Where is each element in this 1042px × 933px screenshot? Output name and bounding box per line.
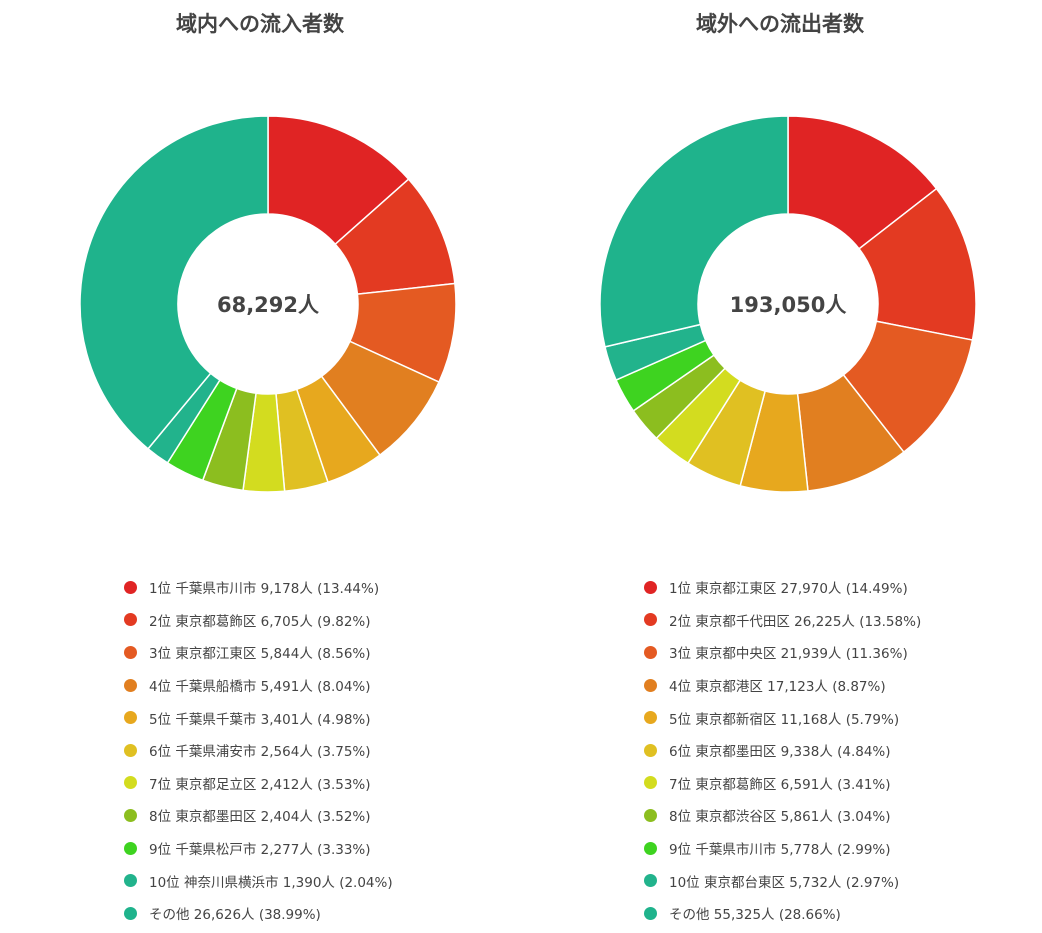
legend-label: 2位 東京都千代田区 26,225人 (13.58%) bbox=[669, 613, 922, 630]
legend-item-4[interactable]: 4位 東京都港区 17,123人 (8.87%) bbox=[644, 669, 921, 702]
legend-item-7[interactable]: 7位 東京都葛飾区 6,591人 (3.41%) bbox=[644, 767, 921, 800]
outflow-chart-title: 域外への流出者数 bbox=[696, 12, 864, 36]
legend-dot-icon bbox=[124, 743, 137, 757]
legend-item-10[interactable]: 10位 東京都台東区 5,732人 (2.97%) bbox=[644, 864, 921, 897]
legend-dot-icon bbox=[644, 808, 657, 822]
legend-dot-icon bbox=[124, 874, 137, 888]
legend-item-11[interactable]: その他 26,626人 (38.99%) bbox=[124, 897, 393, 930]
legend-dot-icon bbox=[644, 580, 657, 594]
legend-dot-icon bbox=[644, 776, 657, 790]
legend-item-6[interactable]: 6位 東京都墨田区 9,338人 (4.84%) bbox=[644, 734, 921, 767]
outflow-chart-panel: 域外への流出者数 193,050人 1位 東京都江東区 27,970人 (14.… bbox=[520, 0, 1040, 933]
legend-dot-icon bbox=[644, 874, 657, 888]
legend-label: 5位 東京都新宿区 11,168人 (5.79%) bbox=[669, 711, 900, 728]
legend-item-4[interactable]: 4位 千葉県船橋市 5,491人 (8.04%) bbox=[124, 669, 393, 702]
legend-label: 4位 千葉県船橋市 5,491人 (8.04%) bbox=[149, 679, 371, 696]
legend-item-7[interactable]: 7位 東京都足立区 2,412人 (3.53%) bbox=[124, 767, 393, 800]
legend-dot-icon bbox=[644, 711, 657, 725]
legend-dot-icon bbox=[124, 580, 137, 594]
donut-slice-11[interactable] bbox=[79, 115, 269, 450]
legend-label: 10位 神奈川県横浜市 1,390人 (2.04%) bbox=[149, 874, 393, 891]
legend-dot-icon bbox=[644, 613, 657, 627]
legend-item-8[interactable]: 8位 東京都墨田区 2,404人 (3.52%) bbox=[124, 799, 393, 832]
legend-item-2[interactable]: 2位 東京都葛飾区 6,705人 (9.82%) bbox=[124, 604, 393, 637]
legend-item-9[interactable]: 9位 千葉県松戸市 2,277人 (3.33%) bbox=[124, 832, 393, 865]
legend-label: 8位 東京都渋谷区 5,861人 (3.04%) bbox=[669, 809, 891, 826]
inflow-donut-chart: 68,292人 bbox=[79, 115, 457, 493]
legend-item-1[interactable]: 1位 東京都江東区 27,970人 (14.49%) bbox=[644, 571, 921, 604]
donut-center-total: 68,292人 bbox=[217, 293, 319, 317]
legend-item-5[interactable]: 5位 千葉県千葉市 3,401人 (4.98%) bbox=[124, 701, 393, 734]
legend-item-11[interactable]: その他 55,325人 (28.66%) bbox=[644, 897, 921, 930]
legend-label: 3位 東京都江東区 5,844人 (8.56%) bbox=[149, 646, 371, 663]
legend-dot-icon bbox=[124, 711, 137, 725]
legend-item-8[interactable]: 8位 東京都渋谷区 5,861人 (3.04%) bbox=[644, 799, 921, 832]
legend-dot-icon bbox=[124, 841, 137, 855]
legend-label: 6位 東京都墨田区 9,338人 (4.84%) bbox=[669, 744, 891, 761]
legend-label: 9位 千葉県市川市 5,778人 (2.99%) bbox=[669, 842, 891, 859]
legend-dot-icon bbox=[124, 613, 137, 627]
legend-label: 4位 東京都港区 17,123人 (8.87%) bbox=[669, 679, 886, 696]
legend-label: その他 55,325人 (28.66%) bbox=[669, 907, 841, 924]
legend-label: 5位 千葉県千葉市 3,401人 (4.98%) bbox=[149, 711, 371, 728]
legend-item-6[interactable]: 6位 千葉県浦安市 2,564人 (3.75%) bbox=[124, 734, 393, 767]
legend-label: その他 26,626人 (38.99%) bbox=[149, 907, 321, 924]
legend-label: 3位 東京都中央区 21,939人 (11.36%) bbox=[669, 646, 908, 663]
legend-label: 1位 東京都江東区 27,970人 (14.49%) bbox=[669, 581, 908, 598]
outflow-donut-chart: 193,050人 bbox=[599, 115, 977, 493]
legend-item-2[interactable]: 2位 東京都千代田区 26,225人 (13.58%) bbox=[644, 604, 921, 637]
legend-item-9[interactable]: 9位 千葉県市川市 5,778人 (2.99%) bbox=[644, 832, 921, 865]
legend-dot-icon bbox=[644, 678, 657, 692]
donut-slice-2[interactable] bbox=[858, 187, 977, 341]
legend-item-3[interactable]: 3位 東京都中央区 21,939人 (11.36%) bbox=[644, 636, 921, 669]
inflow-legend: 1位 千葉県市川市 9,178人 (13.44%) 2位 東京都葛飾区 6,705… bbox=[124, 571, 393, 930]
legend-label: 1位 千葉県市川市 9,178人 (13.44%) bbox=[149, 581, 380, 598]
legend-item-5[interactable]: 5位 東京都新宿区 11,168人 (5.79%) bbox=[644, 701, 921, 734]
legend-label: 2位 東京都葛飾区 6,705人 (9.82%) bbox=[149, 613, 371, 630]
inflow-chart-panel: 域内への流入者数 68,292人 1位 千葉県市川市 9,178人 (13.44… bbox=[0, 0, 520, 933]
legend-dot-icon bbox=[124, 808, 137, 822]
legend-dot-icon bbox=[644, 645, 657, 659]
outflow-legend: 1位 東京都江東区 27,970人 (14.49%) 2位 東京都千代田区 26,… bbox=[644, 571, 921, 930]
legend-label: 7位 東京都葛飾区 6,591人 (3.41%) bbox=[669, 776, 891, 793]
legend-dot-icon bbox=[124, 678, 137, 692]
legend-label: 8位 東京都墨田区 2,404人 (3.52%) bbox=[149, 809, 371, 826]
legend-label: 10位 東京都台東区 5,732人 (2.97%) bbox=[669, 874, 900, 891]
legend-dot-icon bbox=[124, 776, 137, 790]
legend-label: 7位 東京都足立区 2,412人 (3.53%) bbox=[149, 776, 371, 793]
legend-label: 6位 千葉県浦安市 2,564人 (3.75%) bbox=[149, 744, 371, 761]
legend-dot-icon bbox=[644, 743, 657, 757]
legend-dot-icon bbox=[644, 906, 657, 920]
legend-item-1[interactable]: 1位 千葉県市川市 9,178人 (13.44%) bbox=[124, 571, 393, 604]
donut-center-total: 193,050人 bbox=[730, 293, 847, 317]
inflow-chart-title: 域内への流入者数 bbox=[176, 12, 344, 36]
legend-dot-icon bbox=[124, 645, 137, 659]
legend-item-3[interactable]: 3位 東京都江東区 5,844人 (8.56%) bbox=[124, 636, 393, 669]
donut-slice-11[interactable] bbox=[599, 115, 789, 348]
legend-dot-icon bbox=[644, 841, 657, 855]
legend-dot-icon bbox=[124, 906, 137, 920]
legend-label: 9位 千葉県松戸市 2,277人 (3.33%) bbox=[149, 842, 371, 859]
legend-item-10[interactable]: 10位 神奈川県横浜市 1,390人 (2.04%) bbox=[124, 864, 393, 897]
